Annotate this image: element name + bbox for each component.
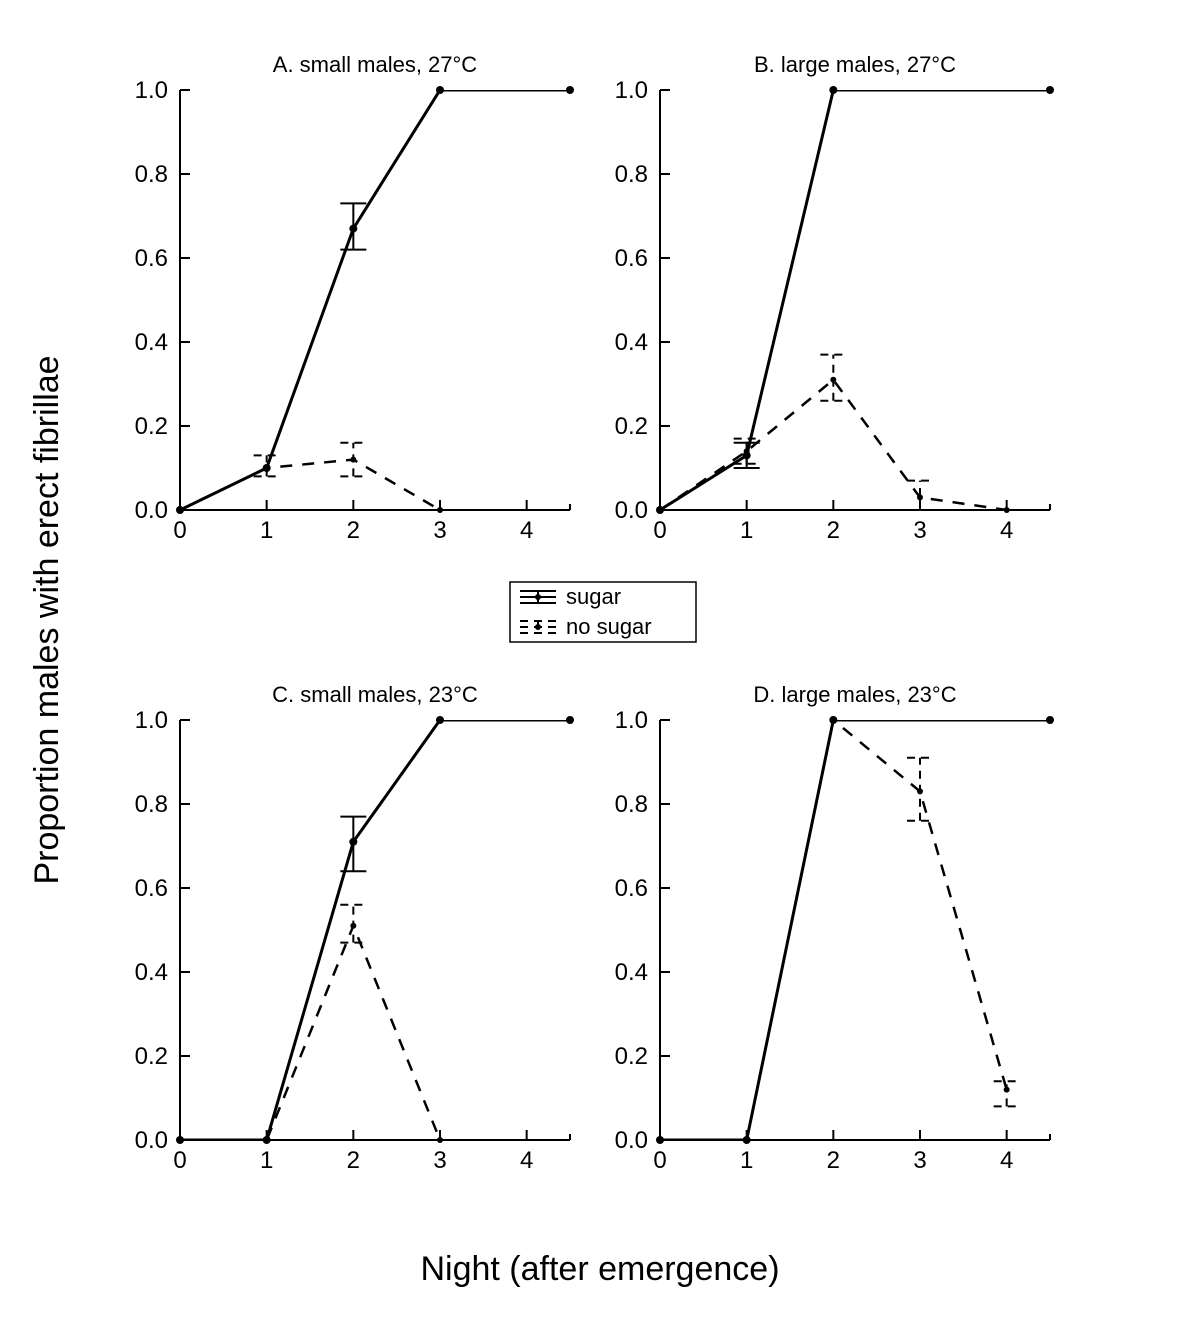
ytick-label: 0.0 [615,1127,648,1154]
ytick-label: 0.8 [615,161,648,188]
ytick-label: 0.8 [135,791,168,818]
xtick-label: 1 [260,1147,273,1174]
ytick-label: 0.8 [135,161,168,188]
xtick-label: 0 [173,517,186,544]
series-marker [436,86,444,94]
series-marker [566,86,574,94]
ytick-label: 1.0 [135,707,168,734]
series-marker [829,86,837,94]
xtick-label: 2 [347,1147,360,1174]
panel-title: D. large males, 23°C [753,682,956,707]
ytick-label: 0.2 [615,1043,648,1070]
ytick-label: 0.4 [615,329,648,356]
xtick-label: 4 [1000,1147,1013,1174]
ytick-label: 0.8 [615,791,648,818]
series-marker [744,1137,750,1143]
legend-label: no sugar [566,614,652,639]
ytick-label: 0.0 [135,497,168,524]
legend-label: sugar [566,584,621,609]
xtick-label: 1 [740,517,753,544]
ytick-label: 0.6 [135,245,168,272]
ytick-label: 1.0 [615,77,648,104]
ytick-label: 0.2 [135,413,168,440]
series-marker [264,1137,270,1143]
ytick-label: 0.6 [615,875,648,902]
xtick-label: 0 [653,517,666,544]
xtick-label: 3 [433,1147,446,1174]
series-marker [830,717,836,723]
series-marker [657,1137,663,1143]
xtick-label: 2 [827,1147,840,1174]
series-marker [177,507,183,513]
series-marker [437,507,443,513]
series-marker [657,507,663,513]
xtick-label: 4 [1000,517,1013,544]
series-marker [1046,716,1054,724]
ytick-label: 0.0 [615,497,648,524]
xtick-label: 3 [433,517,446,544]
xtick-label: 1 [740,1147,753,1174]
ytick-label: 0.6 [615,245,648,272]
panel-title: A. small males, 27°C [273,52,478,77]
ytick-label: 1.0 [615,707,648,734]
ytick-label: 0.0 [135,1127,168,1154]
xtick-label: 0 [173,1147,186,1174]
x-axis-label: Night (after emergence) [420,1250,779,1288]
ytick-label: 0.4 [135,959,168,986]
ytick-label: 0.4 [135,329,168,356]
xtick-label: 3 [913,517,926,544]
xtick-label: 4 [520,1147,533,1174]
panel-title: C. small males, 23°C [272,682,478,707]
xtick-label: 3 [913,1147,926,1174]
xtick-label: 0 [653,1147,666,1174]
series-marker [436,716,444,724]
y-axis-label: Proportion males with erect fibrillae [28,355,66,884]
xtick-label: 2 [827,517,840,544]
xtick-label: 1 [260,517,273,544]
series-marker [1046,86,1054,94]
xtick-label: 4 [520,517,533,544]
series-marker [437,1137,443,1143]
ytick-label: 0.4 [615,959,648,986]
ytick-label: 0.2 [615,413,648,440]
series-marker [1004,507,1010,513]
ytick-label: 0.2 [135,1043,168,1070]
ytick-label: 1.0 [135,77,168,104]
xtick-label: 2 [347,517,360,544]
panel-title: B. large males, 27°C [754,52,956,77]
series-marker [566,716,574,724]
legend-marker [535,594,541,600]
ytick-label: 0.6 [135,875,168,902]
legend-marker [535,624,541,630]
series-marker [177,1137,183,1143]
